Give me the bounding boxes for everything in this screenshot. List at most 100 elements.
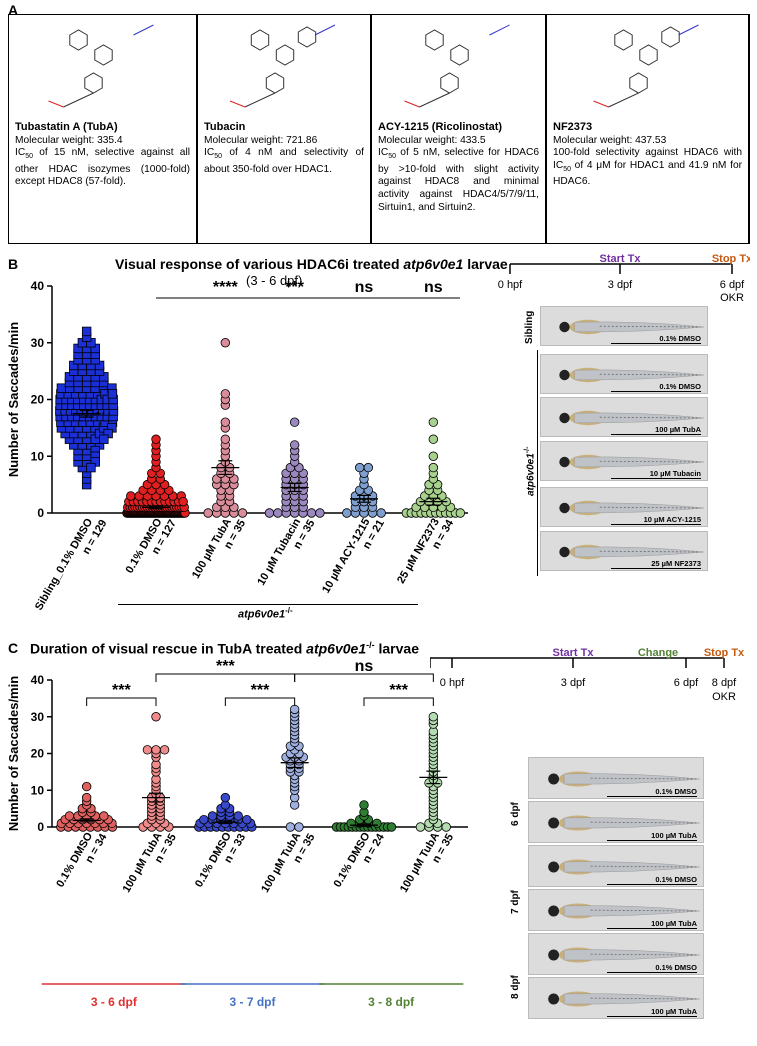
- data-point: [151, 434, 161, 444]
- larva-image-label: 100 µM TubA: [651, 831, 697, 840]
- larva-icon: [548, 771, 700, 787]
- bond-line: [244, 92, 276, 108]
- scale-bar: [611, 434, 701, 435]
- larva-icon: [548, 947, 700, 963]
- ring-shape: [297, 26, 317, 48]
- larva-image-label: 0.1% DMSO: [655, 875, 697, 884]
- data-point: [264, 508, 275, 518]
- larva-image-label: 25 µM NF2373: [651, 559, 701, 568]
- data-point: [56, 383, 67, 393]
- significance-bracket: [363, 697, 434, 706]
- scale-bar: [611, 478, 701, 479]
- data-point: [203, 508, 213, 518]
- data-point: [346, 818, 356, 829]
- significance-bracket: [155, 673, 296, 682]
- significance-bracket: [224, 697, 296, 706]
- data-point: [99, 811, 109, 821]
- bond-line: [608, 92, 639, 108]
- larva-image: 25 µM NF2373: [540, 531, 708, 571]
- day-label: 8 dpf: [510, 975, 521, 999]
- compound-activity: IC50 of 5 nM, selective for HDAC6 by >10…: [378, 147, 539, 213]
- data-point: [242, 814, 252, 825]
- y-tick-label: 20: [31, 747, 45, 761]
- ring-shape: [614, 29, 633, 51]
- larva-icon: [548, 991, 700, 1007]
- chemical-structure: [229, 24, 336, 108]
- data-point: [289, 440, 300, 450]
- larva-image: 100 µM TubA: [528, 889, 704, 931]
- data-point: [363, 462, 374, 473]
- data-point: [220, 338, 231, 348]
- compound-description: NF2373 Molecular weight: 437.53 100-fold s…: [553, 121, 742, 189]
- data-point: [415, 822, 426, 832]
- larva-image: 0.1% DMSO: [528, 933, 704, 975]
- bond-line: [678, 24, 699, 36]
- y-tick-label: 10: [31, 783, 45, 797]
- panel-b-title: Visual response of various HDAC6i treate…: [115, 256, 508, 272]
- timeline-point-label: 3 dpf: [561, 677, 586, 689]
- larva-icon: [559, 500, 704, 516]
- data-point: [428, 434, 439, 444]
- compound-mw: Molecular weight: 721.86: [204, 134, 318, 146]
- larva-image-label: 100 µM TubA: [651, 919, 697, 928]
- data-point: [81, 792, 92, 803]
- compound-name: Tubastatin A (TubA): [15, 121, 118, 133]
- scale-bar: [607, 840, 697, 841]
- data-point: [142, 745, 153, 755]
- timeline-start-label: Start Tx: [600, 254, 642, 265]
- panel-c-title: Duration of visual rescue in TubA treate…: [30, 640, 419, 657]
- chart-b: Number of Saccades/min 0 10 20 30 40 Sibling_0…: [6, 280, 468, 610]
- data-point: [372, 818, 382, 829]
- scale-bar: [611, 391, 701, 392]
- timeline-okr-label: OKR: [712, 691, 736, 703]
- y-tick-label: 30: [31, 710, 45, 724]
- data-point: [233, 811, 243, 821]
- scale-bar: [611, 524, 701, 525]
- larva-image: 100 µM TubA: [528, 977, 704, 1019]
- bond-line: [314, 24, 336, 36]
- larva-icon: [548, 903, 700, 919]
- data-point: [220, 792, 231, 803]
- compound-box: ACY-1215 (Ricolinostat) Molecular weight:…: [371, 14, 546, 244]
- data-point: [220, 417, 231, 427]
- data-point: [99, 434, 109, 444]
- data-point: [428, 417, 439, 427]
- data-point: [81, 781, 92, 792]
- timeline-point-label: 0 hpf: [440, 677, 465, 689]
- compound-name: ACY-1215 (Ricolinostat): [378, 121, 503, 133]
- compound-name: Tubacin: [204, 121, 246, 133]
- data-point: [306, 508, 317, 518]
- larva-image: 0.1% DMSO: [528, 845, 704, 887]
- data-point: [159, 745, 170, 755]
- larva-image-label: 0.1% DMSO: [659, 382, 701, 391]
- day-label: 6 dpf: [510, 802, 521, 826]
- larva-icon: [548, 859, 700, 875]
- timeline-stop-label: Stop Tx: [712, 254, 750, 265]
- x-tick-label: 10 µM ACY-1215: [320, 517, 372, 596]
- timeline-change-label: Change: [638, 647, 678, 659]
- significance-label: ns: [355, 660, 374, 675]
- data-point: [107, 389, 118, 399]
- scale-bar: [611, 343, 701, 344]
- day-label: 7 dpf: [510, 890, 521, 914]
- y-axis-label: Number of Saccades/min: [6, 676, 21, 831]
- y-tick-label: 40: [31, 280, 45, 293]
- ring-shape: [250, 29, 270, 51]
- data-point: [86, 462, 96, 473]
- y-tick-label: 30: [31, 336, 45, 350]
- larva-image: 10 µM ACY-1215: [540, 487, 708, 527]
- significance-label: ***: [389, 682, 408, 699]
- significance-label: ****: [213, 280, 239, 296]
- x-tick-label: Sibling_0.1% DMSO: [33, 516, 96, 610]
- bond-line: [593, 100, 609, 108]
- data-point: [199, 814, 209, 825]
- significance-bracket: [294, 673, 434, 682]
- x-tick-label: 25 µM NF2373: [395, 517, 442, 586]
